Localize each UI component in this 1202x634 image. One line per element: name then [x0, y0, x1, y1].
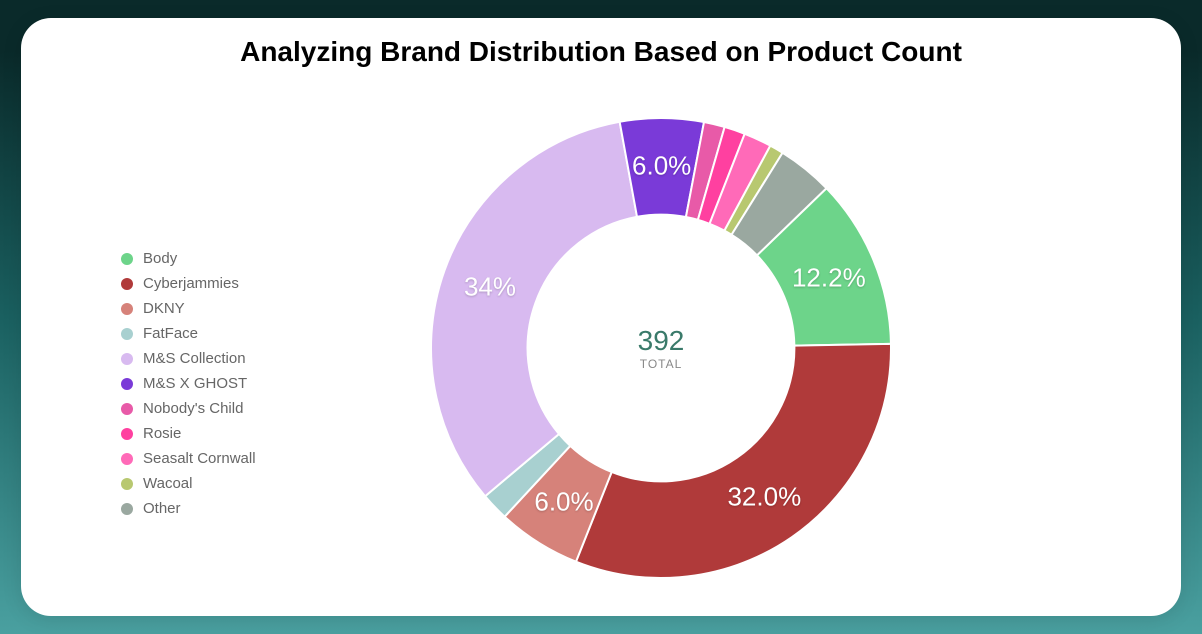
slice-label: 12.2% [792, 263, 866, 294]
legend-swatch [121, 478, 133, 490]
legend-label: Seasalt Cornwall [143, 448, 256, 469]
donut-total-value: 392 [638, 325, 685, 357]
legend-swatch [121, 353, 133, 365]
slice-label: 6.0% [534, 486, 593, 517]
legend-item: DKNY [121, 298, 256, 319]
legend-swatch [121, 428, 133, 440]
legend-item: Cyberjammies [121, 273, 256, 294]
legend-swatch [121, 403, 133, 415]
legend-swatch [121, 303, 133, 315]
slice-label: 32.0% [727, 482, 801, 513]
legend-label: Other [143, 498, 181, 519]
legend-label: Rosie [143, 423, 181, 444]
legend-item: Seasalt Cornwall [121, 448, 256, 469]
legend-swatch [121, 378, 133, 390]
legend-item: Body [121, 248, 256, 269]
legend-item: Other [121, 498, 256, 519]
legend-item: Rosie [121, 423, 256, 444]
donut-center: 392 TOTAL [638, 325, 685, 371]
chart-title: Analyzing Brand Distribution Based on Pr… [21, 36, 1181, 68]
legend-label: Body [143, 248, 177, 269]
legend-item: Wacoal [121, 473, 256, 494]
legend-item: FatFace [121, 323, 256, 344]
legend-label: DKNY [143, 298, 185, 319]
legend-label: Cyberjammies [143, 273, 239, 294]
legend-item: Nobody's Child [121, 398, 256, 419]
slice-label: 6.0% [632, 151, 691, 182]
legend-swatch [121, 453, 133, 465]
legend-label: Wacoal [143, 473, 192, 494]
slice-label: 34% [464, 271, 516, 302]
legend-label: FatFace [143, 323, 198, 344]
legend-item: M&S X GHOST [121, 373, 256, 394]
donut-slice [431, 122, 637, 496]
legend-swatch [121, 503, 133, 515]
legend-swatch [121, 328, 133, 340]
donut-container: 392 TOTAL 12.2% 32.0% 6.0% 34% 6.0% [411, 98, 911, 598]
chart-area: Body Cyberjammies DKNY FatFace M&S Collectio… [21, 98, 1181, 616]
legend-item: M&S Collection [121, 348, 256, 369]
legend-swatch [121, 278, 133, 290]
donut-total-label: TOTAL [638, 357, 685, 371]
legend: Body Cyberjammies DKNY FatFace M&S Collectio… [121, 248, 256, 523]
legend-label: M&S X GHOST [143, 373, 247, 394]
donut-slice [576, 344, 891, 578]
legend-label: M&S Collection [143, 348, 246, 369]
legend-swatch [121, 253, 133, 265]
chart-card: Analyzing Brand Distribution Based on Pr… [21, 18, 1181, 616]
legend-label: Nobody's Child [143, 398, 243, 419]
